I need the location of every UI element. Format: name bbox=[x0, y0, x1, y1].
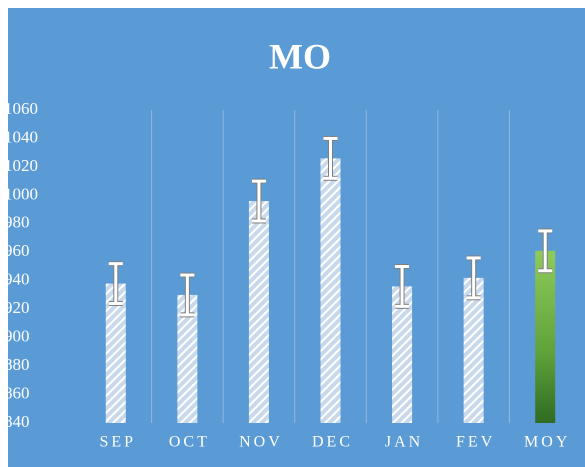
x-tick-label: MOY bbox=[524, 434, 570, 451]
y-tick-label: 1060 bbox=[4, 99, 38, 118]
x-tick-label: FEV bbox=[456, 434, 495, 451]
y-tick-label: 920 bbox=[4, 298, 30, 317]
y-tick-label: 840 bbox=[4, 412, 30, 431]
bar bbox=[248, 201, 269, 423]
bar bbox=[392, 286, 413, 423]
y-tick-label: 1040 bbox=[4, 127, 38, 146]
bar bbox=[177, 294, 198, 423]
y-tick-label: 980 bbox=[4, 213, 30, 232]
y-tick-label: 880 bbox=[4, 355, 30, 374]
chart-title: MO bbox=[269, 36, 331, 76]
x-tick-label: OCT bbox=[169, 434, 210, 451]
y-tick-label: 860 bbox=[4, 383, 30, 402]
y-tick-label: 1020 bbox=[4, 156, 38, 175]
x-tick-label: JAN bbox=[385, 434, 423, 451]
bar bbox=[320, 158, 341, 423]
bar bbox=[105, 283, 126, 423]
bar bbox=[463, 277, 484, 423]
y-tick-label: 960 bbox=[4, 241, 30, 260]
y-tick-label: 1000 bbox=[4, 184, 38, 203]
x-tick-label: DEC bbox=[312, 434, 353, 451]
background bbox=[8, 8, 585, 467]
y-tick-label: 900 bbox=[4, 327, 30, 346]
x-tick-label: NOV bbox=[239, 434, 283, 451]
bar bbox=[535, 250, 556, 423]
x-tick-label: SEP bbox=[99, 434, 136, 451]
y-tick-label: 940 bbox=[4, 270, 30, 289]
